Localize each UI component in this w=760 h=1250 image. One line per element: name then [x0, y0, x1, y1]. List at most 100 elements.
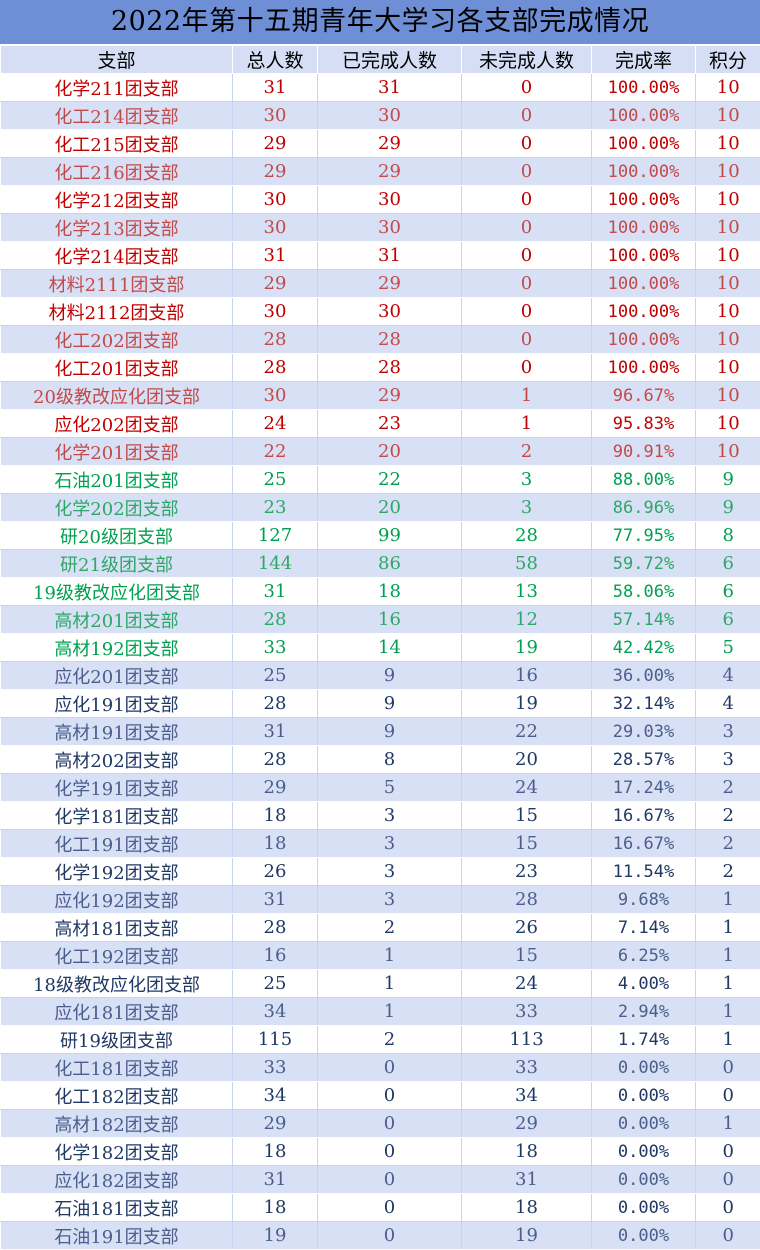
rate-cell: 1.74% [592, 1026, 696, 1054]
rate-cell: 100.00% [592, 74, 696, 102]
score-cell: 6 [696, 606, 760, 634]
done-cell: 9 [318, 662, 462, 690]
done-cell: 8 [318, 746, 462, 774]
score-cell: 10 [696, 298, 760, 326]
header-undone: 未完成人数 [462, 46, 592, 74]
branch-cell: 19级教改应化团支部 [1, 578, 233, 606]
rate-cell: 0.00% [592, 1110, 696, 1138]
rate-cell: 28.57% [592, 746, 696, 774]
branch-cell: 石油181团支部 [1, 1194, 233, 1222]
branch-cell: 20级教改应化团支部 [1, 382, 233, 410]
score-cell: 0 [696, 1138, 760, 1166]
branch-cell: 化学202团支部 [1, 494, 233, 522]
done-cell: 0 [318, 1054, 462, 1082]
undone-cell: 19 [462, 1222, 592, 1250]
undone-cell: 3 [462, 494, 592, 522]
done-cell: 86 [318, 550, 462, 578]
undone-cell: 19 [462, 690, 592, 718]
rate-cell: 0.00% [592, 1166, 696, 1194]
rate-cell: 100.00% [592, 298, 696, 326]
undone-cell: 0 [462, 186, 592, 214]
score-cell: 6 [696, 550, 760, 578]
score-cell: 10 [696, 158, 760, 186]
score-cell: 10 [696, 270, 760, 298]
branch-cell: 化工202团支部 [1, 326, 233, 354]
done-cell: 0 [318, 1138, 462, 1166]
total-cell: 28 [233, 354, 318, 382]
branch-cell: 化工181团支部 [1, 1054, 233, 1082]
undone-cell: 31 [462, 1166, 592, 1194]
total-cell: 28 [233, 746, 318, 774]
total-cell: 16 [233, 942, 318, 970]
rate-cell: 86.96% [592, 494, 696, 522]
rate-cell: 59.72% [592, 550, 696, 578]
total-cell: 28 [233, 326, 318, 354]
undone-cell: 0 [462, 74, 592, 102]
score-cell: 1 [696, 998, 760, 1026]
branch-cell: 化工192团支部 [1, 942, 233, 970]
score-cell: 2 [696, 802, 760, 830]
rate-cell: 100.00% [592, 214, 696, 242]
page-title: 2022年第十五期青年大学习各支部完成情况 [0, 0, 760, 45]
done-cell: 3 [318, 886, 462, 914]
total-cell: 31 [233, 242, 318, 270]
branch-cell: 18级教改应化团支部 [1, 970, 233, 998]
rate-cell: 100.00% [592, 326, 696, 354]
branch-cell: 材料2112团支部 [1, 298, 233, 326]
branch-cell: 化学191团支部 [1, 774, 233, 802]
rate-cell: 11.54% [592, 858, 696, 886]
branch-cell: 化工201团支部 [1, 354, 233, 382]
rate-cell: 77.95% [592, 522, 696, 550]
undone-cell: 33 [462, 1054, 592, 1082]
done-cell: 1 [318, 942, 462, 970]
undone-cell: 24 [462, 774, 592, 802]
total-cell: 29 [233, 158, 318, 186]
rate-cell: 100.00% [592, 158, 696, 186]
score-cell: 9 [696, 466, 760, 494]
rate-cell: 42.42% [592, 634, 696, 662]
undone-cell: 19 [462, 634, 592, 662]
undone-cell: 15 [462, 830, 592, 858]
header-branch: 支部 [1, 46, 233, 74]
undone-cell: 3 [462, 466, 592, 494]
done-cell: 30 [318, 298, 462, 326]
undone-cell: 18 [462, 1138, 592, 1166]
done-cell: 23 [318, 410, 462, 438]
score-cell: 10 [696, 326, 760, 354]
total-cell: 34 [233, 998, 318, 1026]
total-cell: 34 [233, 1082, 318, 1110]
total-cell: 30 [233, 382, 318, 410]
branch-cell: 化学192团支部 [1, 858, 233, 886]
rate-cell: 0.00% [592, 1054, 696, 1082]
rate-cell: 100.00% [592, 130, 696, 158]
branch-cell: 研19级团支部 [1, 1026, 233, 1054]
done-cell: 9 [318, 690, 462, 718]
score-cell: 10 [696, 410, 760, 438]
total-cell: 23 [233, 494, 318, 522]
rate-cell: 32.14% [592, 690, 696, 718]
undone-cell: 0 [462, 102, 592, 130]
score-cell: 1 [696, 1110, 760, 1138]
header-total: 总人数 [233, 46, 318, 74]
branch-cell: 应化182团支部 [1, 1166, 233, 1194]
branch-cell: 高材191团支部 [1, 718, 233, 746]
branch-cell: 高材202团支部 [1, 746, 233, 774]
rate-cell: 100.00% [592, 102, 696, 130]
done-cell: 3 [318, 858, 462, 886]
rate-cell: 9.68% [592, 886, 696, 914]
done-cell: 28 [318, 354, 462, 382]
score-cell: 10 [696, 74, 760, 102]
branch-cell: 研21级团支部 [1, 550, 233, 578]
branch-cell: 化工214团支部 [1, 102, 233, 130]
